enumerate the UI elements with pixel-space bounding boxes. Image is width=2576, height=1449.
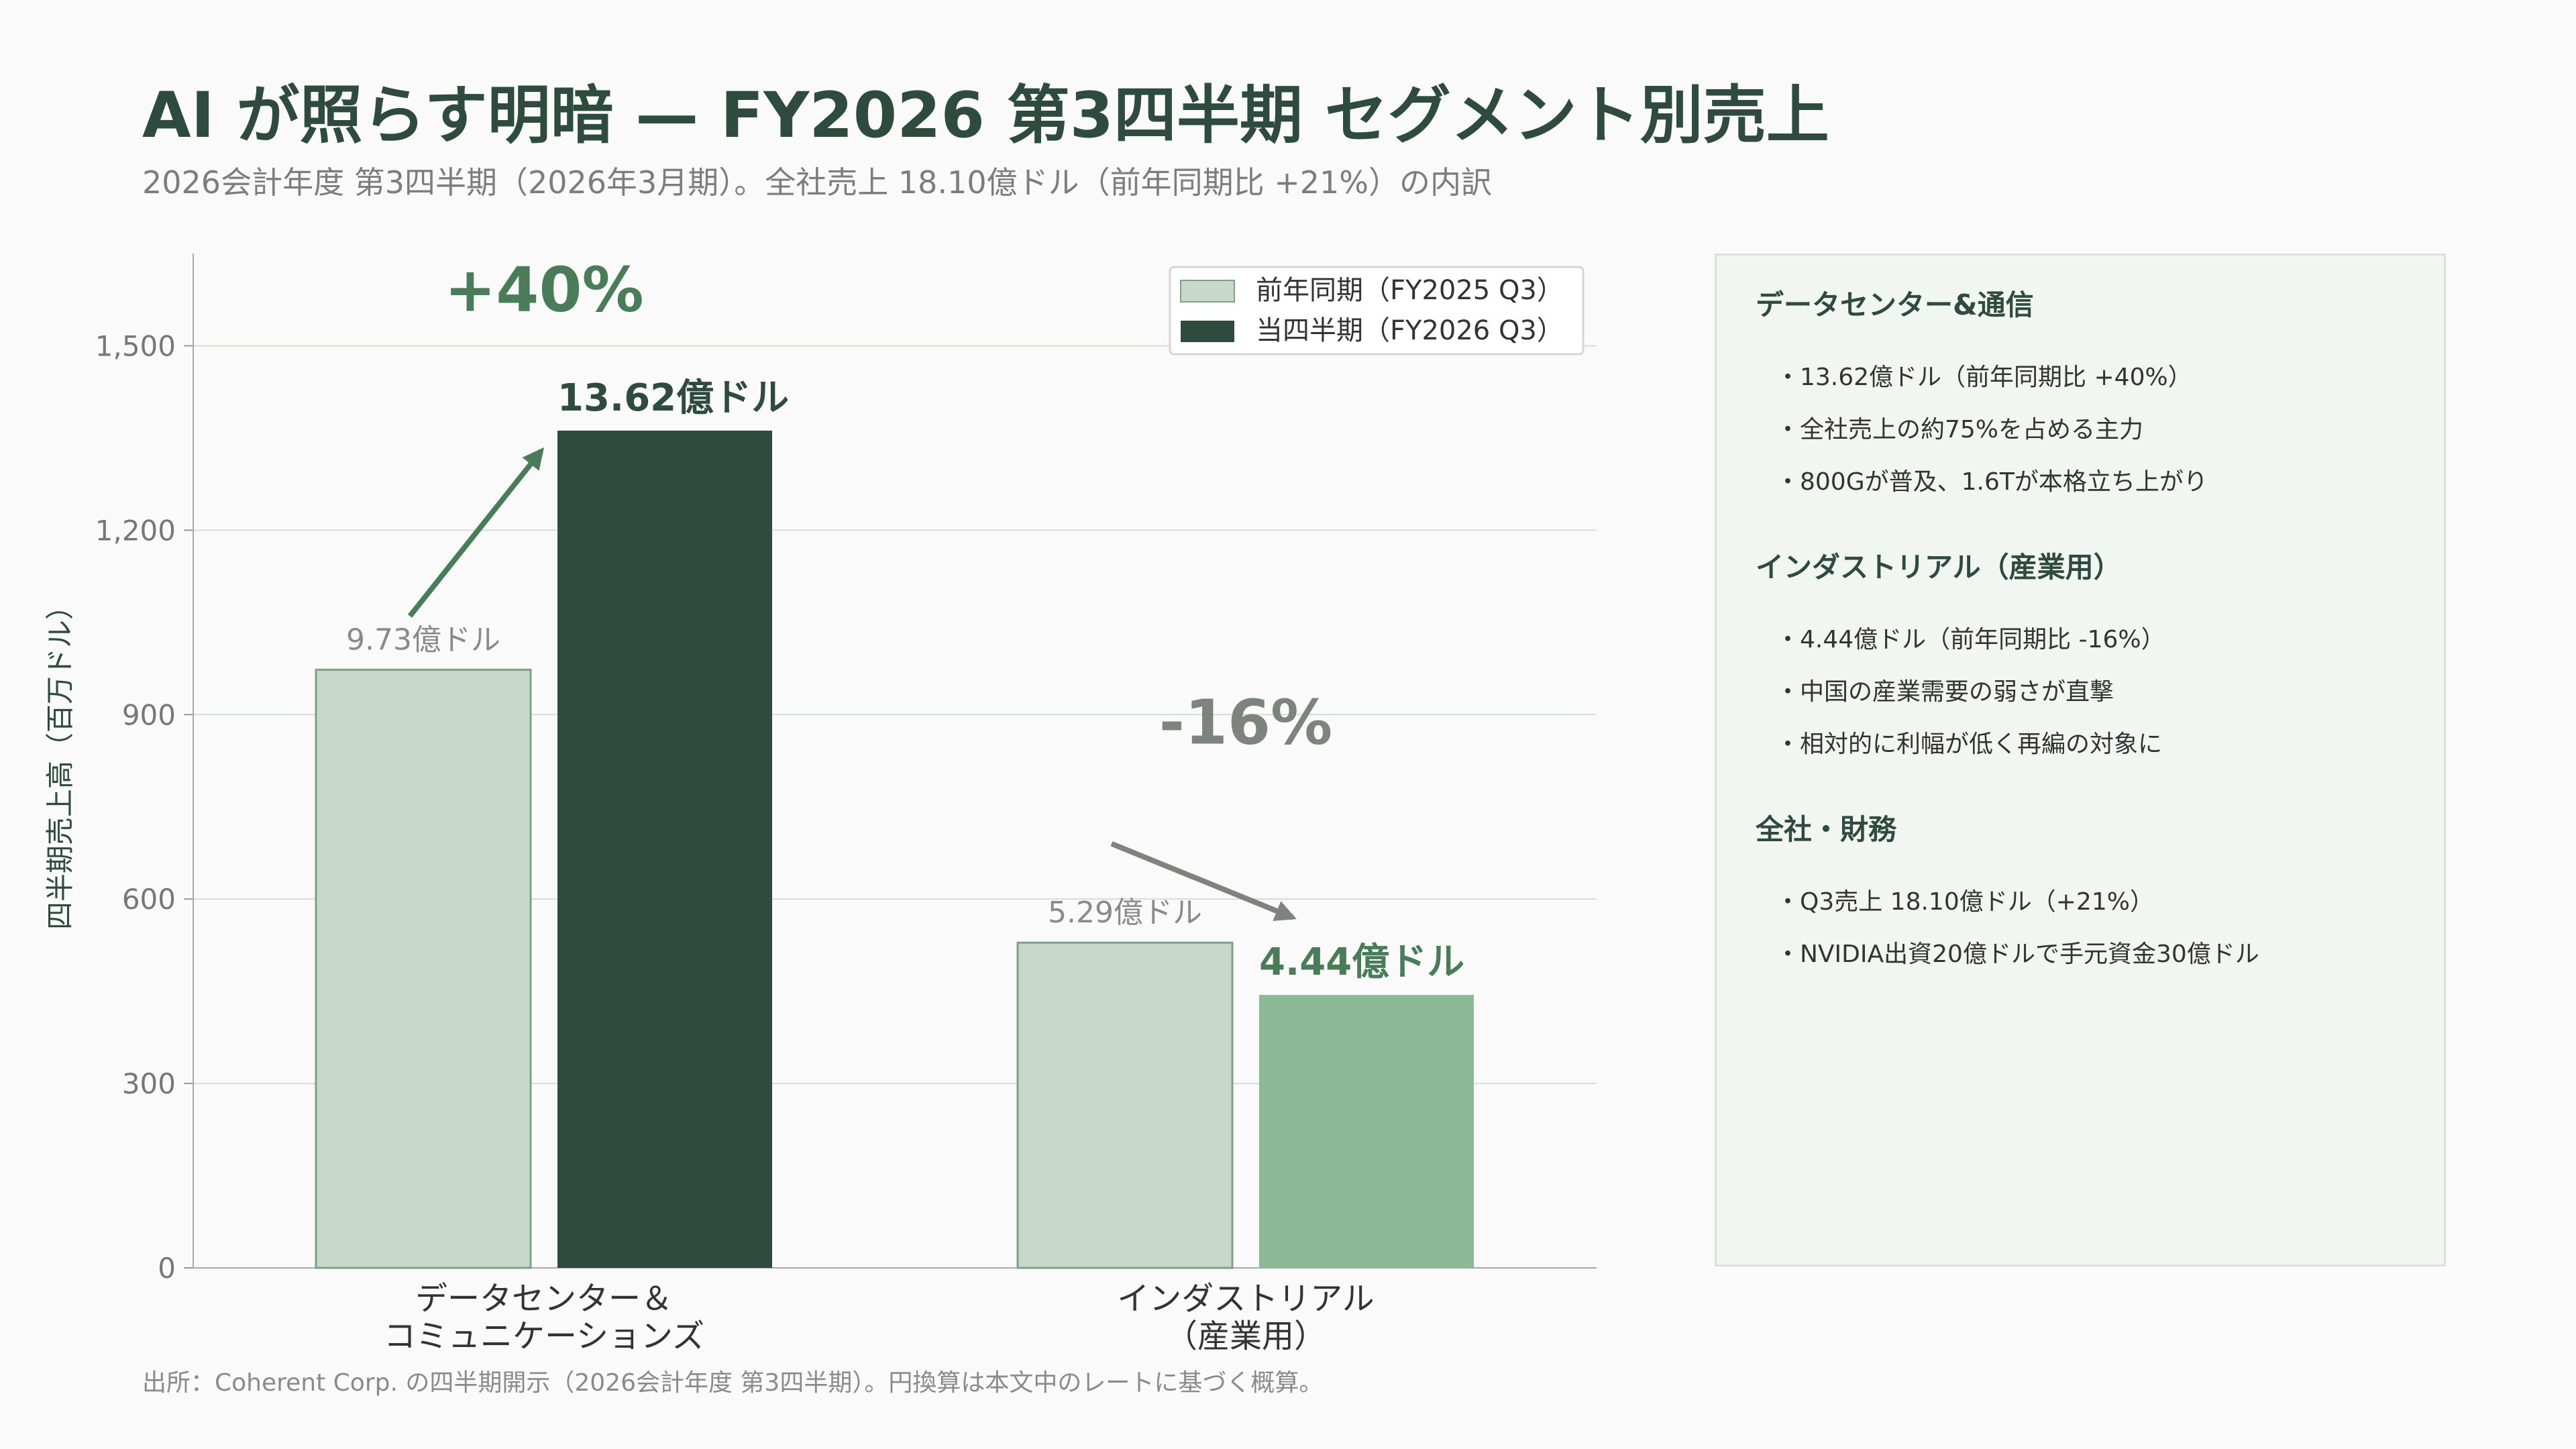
y-tick-label: 600	[122, 883, 176, 916]
change-arrow	[407, 447, 544, 618]
y-tick-label: 900	[122, 698, 176, 731]
panel-bullet: ・Q3売上 18.10億ドル（+21%）	[1776, 888, 2154, 916]
summary-panel: データセンター&通信 ・13.62億ドル（前年同期比 +40%） ・全社売上の約…	[1715, 254, 2446, 1267]
legend-label: 前年同期（FY2025 Q3）	[1256, 275, 1564, 306]
x-category-label: インダストリアル	[1117, 1280, 1375, 1318]
x-category-label: コミュニケーションズ	[384, 1318, 704, 1355]
panel-bullet: ・全社売上の約75%を占める主力	[1776, 416, 2144, 443]
panel-section-corporate: 全社・財務 ・Q3売上 18.10億ドル（+21%） ・NVIDIA出資20億ド…	[1756, 807, 2405, 981]
legend-swatch	[1180, 280, 1235, 303]
panel-section-datacenter: データセンター&通信 ・13.62億ドル（前年同期比 +40%） ・全社売上の約…	[1756, 282, 2405, 508]
x-category-label: （産業用）	[1165, 1318, 1326, 1355]
bar-prev-year	[1016, 941, 1234, 1269]
bar-data-label: 13.62億ドル	[557, 376, 789, 420]
panel-bullet: ・13.62億ドル（前年同期比 +40%）	[1776, 364, 2192, 391]
panel-bullet: ・800Gが普及、1.6Tが本格立ち上がり	[1776, 468, 2208, 496]
source-note: 出所：Coherent Corp. の四半期開示（2026会計年度 第3四半期）…	[142, 1369, 1324, 1397]
panel-heading: 全社・財務	[1756, 813, 1897, 846]
panel-bullet: ・4.44億ドル（前年同期比 -16%）	[1776, 626, 2165, 653]
change-annotation: -16%	[1159, 687, 1332, 759]
bar-current	[557, 430, 772, 1268]
panel-bullet: ・中国の産業需要の弱さが直撃	[1776, 678, 2114, 706]
y-tick-label: 300	[122, 1067, 176, 1100]
y-tick-label: 0	[158, 1252, 176, 1285]
panel-heading: インダストリアル（産業用）	[1756, 551, 2122, 584]
panel-section-industrial: インダストリアル（産業用） ・4.44億ドル（前年同期比 -16%） ・中国の産…	[1756, 545, 2405, 771]
y-tick-label: 1,200	[95, 514, 176, 547]
bar-data-label: 9.73億ドル	[346, 623, 500, 657]
legend-box	[1169, 266, 1585, 356]
bar-current	[1259, 995, 1474, 1268]
panel-heading: データセンター&通信	[1756, 288, 2034, 321]
segment-bar-chart: 0 300 600 900 1,200 1,500 四半期売上高（百万ドル） 9.73億ドル 1…	[44, 254, 1597, 1355]
panel-bullet: ・NVIDIA出資20億ドルで手元資金30億ドル	[1776, 941, 2259, 968]
panel-bullet: ・相対的に利幅が低く再編の対象に	[1776, 731, 2163, 758]
change-arrow	[1110, 841, 1297, 921]
page-subtitle: 2026会計年度 第3四半期（2026年3月期）。全社売上 18.10億ドル（前…	[142, 164, 1493, 201]
bar-prev-year	[315, 668, 532, 1269]
change-annotation: +40%	[444, 254, 643, 325]
bar-data-label: 4.44億ドル	[1259, 941, 1464, 984]
legend-label: 当四半期（FY2026 Q3）	[1256, 315, 1564, 346]
legend-swatch	[1181, 321, 1234, 342]
x-category-label: データセンター＆	[415, 1280, 673, 1318]
bar-data-label: 5.29億ドル	[1048, 896, 1202, 930]
y-tick-label: 1,500	[95, 329, 176, 362]
page-title: AI が照らす明暗 — FY2026 第3四半期 セグメント別売上	[142, 79, 1829, 152]
y-axis-label: 四半期売上高（百万ドル）	[44, 592, 76, 930]
